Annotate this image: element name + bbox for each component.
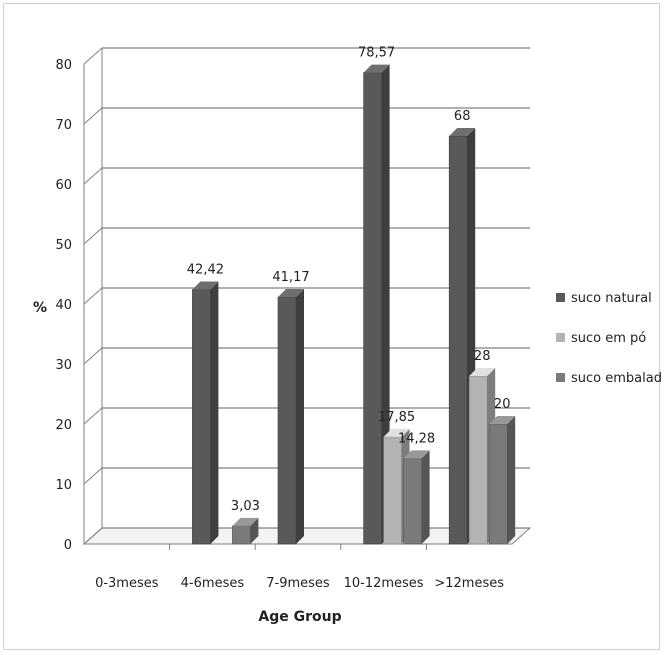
legend-swatch [556,333,565,342]
bar-suco-natural [192,281,219,545]
bar-top [449,128,476,136]
y-tick-label: 10 [55,478,72,493]
bar-suco-embalado [488,416,516,545]
legend-swatch [556,293,565,302]
x-axis-categories: 0-3meses 4-6meses 7-9meses 10-12meses >12mes… [84,543,512,591]
data-label: 41,17 [272,270,309,285]
bars [192,64,516,545]
y-axis-title: % [33,300,47,316]
bar-top [403,450,430,459]
x-category-label: 10-12meses [344,576,424,591]
data-label: 28 [474,349,491,364]
data-label: 78,57 [358,46,395,61]
y-tick-label: 40 [55,298,72,313]
y-tick-label: 20 [55,418,72,433]
bar-top [383,428,410,437]
bar-side [381,64,390,544]
data-label: 68 [454,109,471,124]
legend-label: suco em pó [571,331,646,346]
bar-front [277,296,297,545]
data-label: 17,85 [378,410,415,425]
bar-front [468,375,488,545]
bar-front [192,289,211,545]
x-category-label: 0-3meses [95,576,159,591]
bar-top [489,416,516,424]
y-tick-label: 60 [55,178,72,193]
legend: suco natural suco em pó suco embalado [556,291,661,386]
gridline-diag [83,407,103,425]
y-tick-label: 0 [64,538,72,553]
y-axis-ticks: 0 10 20 30 40 50 60 70 80 [55,58,72,553]
bar-front [448,135,468,545]
bar-top [363,64,390,73]
bar-side [296,288,304,544]
y-tick-label: 50 [55,238,72,253]
gridline-diag [83,47,103,65]
y-tick-label: 70 [55,118,72,133]
bar-suco-natural [363,64,390,545]
legend-swatch [556,373,565,382]
bar-top [232,517,259,526]
bar-chart: 0 10 20 30 40 50 60 70 80 0-3meses 4-6meses 7-9mes… [33,46,661,625]
bar-suco-embalado [232,517,259,545]
bar-side [507,416,516,544]
chart-frame: 0 10 20 30 40 50 60 70 80 0-3meses 4-6meses 7-9mes… [3,3,661,650]
gridline-diag [83,167,103,185]
bar-top [278,288,304,297]
data-label: 3,03 [231,499,260,514]
gridline-diag [83,467,103,485]
gridline-diag [83,527,103,545]
x-category-label: >12meses [434,576,504,591]
y-tick-label: 80 [55,58,72,73]
gridline-diag [83,287,103,305]
gridline-diag [83,107,103,125]
data-label: 20 [494,397,511,412]
bar-suco-embalado [403,450,430,545]
bar-front [488,423,508,545]
bar-front [232,525,251,545]
legend-label: suco natural [571,291,652,306]
bar-suco-natural [277,288,304,545]
gridline-diag [83,347,103,365]
bar-side [421,450,430,544]
data-labels: 42,42 3,03 41,17 78,57 17,85 14,28 68 28 20 [187,46,511,514]
x-category-label: 7-9meses [266,576,330,591]
bar-front [363,72,382,545]
bar-top [469,368,496,376]
x-axis-title: Age Group [258,609,341,625]
bar-front [403,458,422,545]
x-category-label: 4-6meses [181,576,245,591]
legend-label: suco embalado [571,371,661,386]
bar-top [192,281,219,290]
y-tick-label: 30 [55,358,72,373]
bar-side [250,517,259,544]
bar-front [383,436,402,545]
data-label: 14,28 [398,431,435,446]
gridline-diag [83,227,103,245]
bar-side [210,281,219,544]
data-label: 42,42 [187,262,224,277]
